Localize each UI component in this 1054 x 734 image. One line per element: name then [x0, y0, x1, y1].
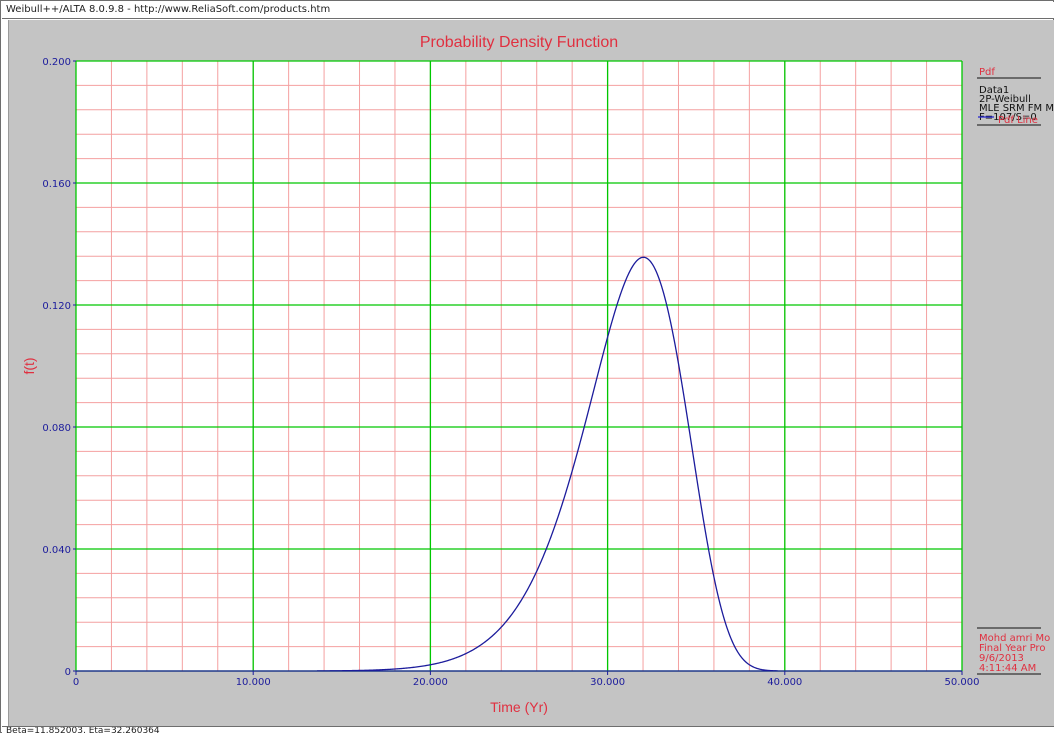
- plot-area: [76, 61, 962, 671]
- x-tick-label: 40.000: [767, 677, 802, 688]
- info-project: Final Year Pro: [979, 643, 1045, 654]
- y-tick-label: 0.120: [42, 301, 71, 312]
- y-tick-label: 0.080: [42, 423, 71, 434]
- chart-title: Probability Density Function: [420, 34, 618, 51]
- x-tick-label: 20.000: [413, 677, 448, 688]
- legend-series-label: Pdf Line: [998, 115, 1038, 126]
- info-time: 4:11:44 AM: [979, 663, 1036, 674]
- legend-line-method: MLE SRM FM ME: [979, 103, 1054, 114]
- legend-header: Pdf: [979, 67, 995, 78]
- y-tick-label: 0.160: [42, 179, 71, 190]
- legend-line-distribution: 2P-Weibull: [979, 94, 1031, 105]
- status-bar: Beta=11.852003, Eta=32.260364: [2, 726, 1054, 733]
- y-tick-label: 0.200: [42, 57, 71, 68]
- info-author: Mohd amri Mo: [979, 633, 1050, 644]
- legend-line-dataset: Data1: [979, 85, 1009, 96]
- window-title: Weibull++/ALTA 8.0.9.8 - http://www.Reli…: [2, 2, 1054, 19]
- y-tick-label: 0: [65, 667, 71, 678]
- legend: Pdf Data1 2P-Weibull MLE SRM FM ME F=107…: [977, 67, 1054, 126]
- x-tick-label: 10.000: [236, 677, 271, 688]
- x-tick-label: 0: [73, 677, 79, 688]
- x-tick-label: 30.000: [590, 677, 625, 688]
- legend-line-counts: F=107/S=0: [979, 112, 1037, 123]
- info-block: Mohd amri Mo Final Year Pro 9/6/2013 4:1…: [977, 627, 1050, 675]
- y-axis-label: f(t): [21, 357, 37, 374]
- pdf-line: [316, 256, 778, 672]
- x-axis-label: Time (Yr): [490, 699, 548, 715]
- x-tick-labels: 0 10.000 20.000 30.000 40.000 50.000: [73, 671, 980, 688]
- y-tick-labels: 0 0.040 0.080 0.120 0.160 0.200: [42, 57, 76, 678]
- info-date: 9/6/2013: [979, 653, 1024, 664]
- x-tick-label: 50.000: [945, 677, 980, 688]
- y-tick-label: 0.040: [42, 545, 71, 556]
